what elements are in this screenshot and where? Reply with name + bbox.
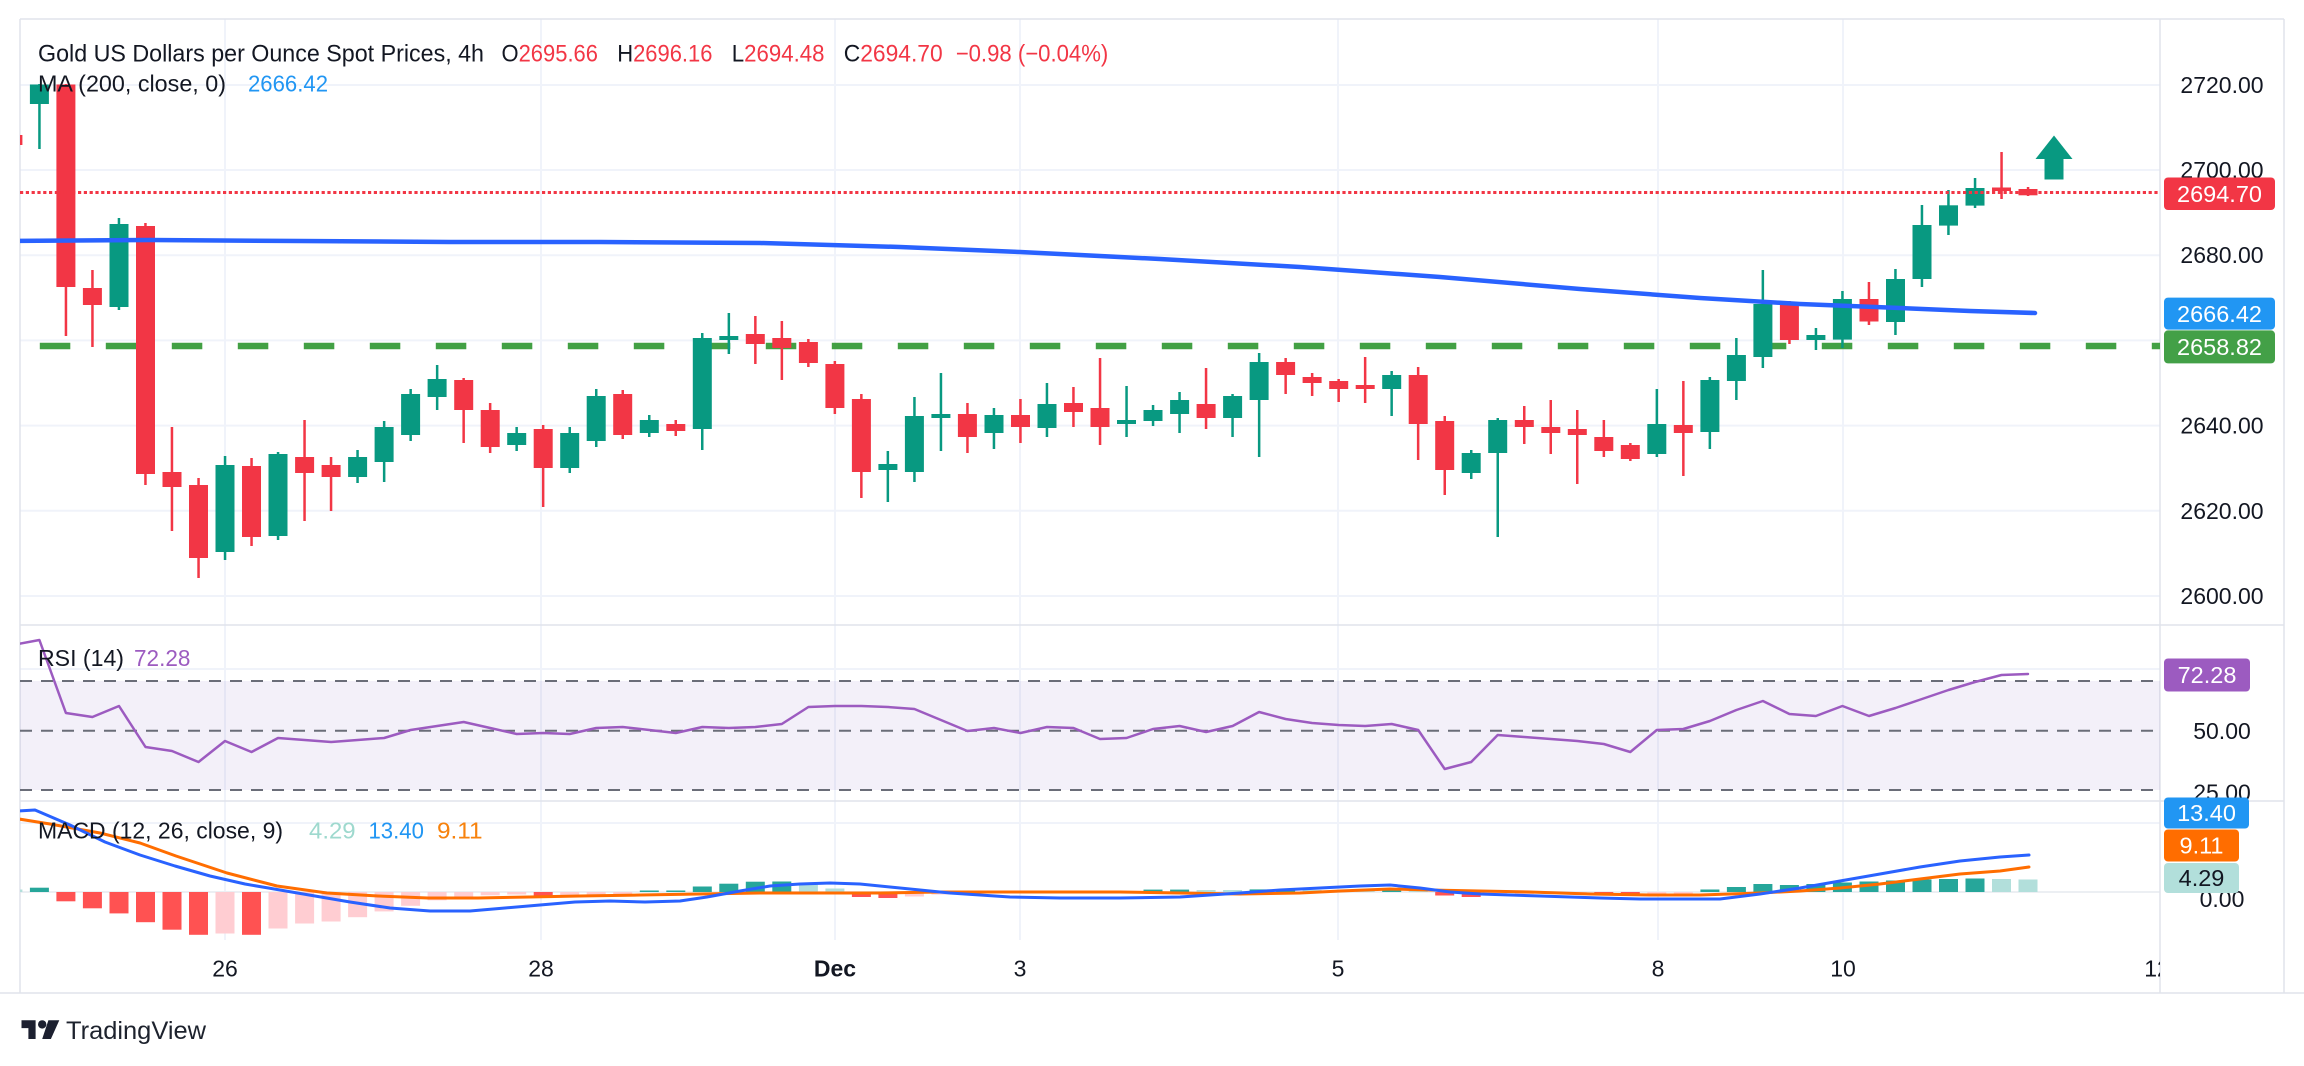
svg-text:RSI (14): RSI (14) bbox=[38, 645, 124, 671]
svg-text:13.40: 13.40 bbox=[369, 818, 424, 844]
svg-text:2680.00: 2680.00 bbox=[2180, 242, 2263, 268]
svg-text:C2694.70: C2694.70 bbox=[844, 41, 943, 68]
svg-text:9.11: 9.11 bbox=[2180, 833, 2224, 859]
svg-text:4.29: 4.29 bbox=[2179, 865, 2225, 891]
svg-text:50.00: 50.00 bbox=[2193, 718, 2251, 744]
svg-text:2666.42: 2666.42 bbox=[2177, 301, 2262, 327]
svg-text:2600.00: 2600.00 bbox=[2180, 583, 2263, 609]
svg-text:H2696.16: H2696.16 bbox=[617, 41, 712, 68]
svg-text:L2694.48: L2694.48 bbox=[732, 41, 825, 68]
svg-text:26: 26 bbox=[212, 956, 238, 982]
svg-text:3: 3 bbox=[1014, 956, 1027, 982]
svg-text:−0.98 (−0.04%): −0.98 (−0.04%) bbox=[956, 41, 1109, 68]
svg-text:2666.42: 2666.42 bbox=[248, 71, 328, 97]
svg-text:2720.00: 2720.00 bbox=[2180, 72, 2263, 98]
svg-text:9.11: 9.11 bbox=[437, 818, 483, 844]
svg-text:28: 28 bbox=[528, 956, 554, 982]
svg-text:4.29: 4.29 bbox=[309, 818, 356, 844]
svg-text:72.28: 72.28 bbox=[134, 645, 190, 671]
svg-text:5: 5 bbox=[1332, 956, 1345, 982]
svg-text:12: 12 bbox=[2144, 956, 2170, 982]
svg-text:2658.82: 2658.82 bbox=[2177, 334, 2262, 360]
svg-text:MA (200, close, 0): MA (200, close, 0) bbox=[38, 71, 226, 97]
svg-text:TradingView: TradingView bbox=[66, 1017, 207, 1045]
svg-text:72.28: 72.28 bbox=[2178, 662, 2237, 688]
svg-text:MACD (12, 26, close, 9): MACD (12, 26, close, 9) bbox=[38, 818, 283, 844]
svg-text:2640.00: 2640.00 bbox=[2180, 413, 2263, 439]
svg-text:O2695.66: O2695.66 bbox=[502, 41, 599, 68]
svg-text:8: 8 bbox=[1652, 956, 1665, 982]
svg-text:10: 10 bbox=[1830, 956, 1856, 982]
svg-text:Gold US Dollars per Ounce Spot: Gold US Dollars per Ounce Spot Prices, 4… bbox=[38, 41, 484, 68]
svg-text:Dec: Dec bbox=[814, 956, 856, 982]
svg-text:13.40: 13.40 bbox=[2177, 800, 2236, 826]
svg-text:2620.00: 2620.00 bbox=[2180, 498, 2263, 524]
svg-text:2694.70: 2694.70 bbox=[2177, 181, 2262, 207]
